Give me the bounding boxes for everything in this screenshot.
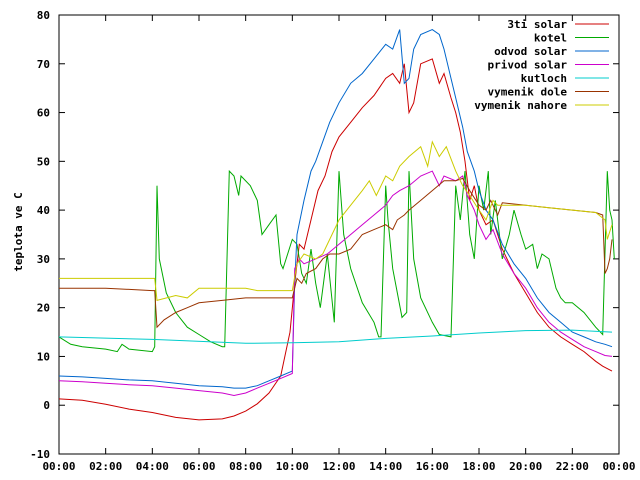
- tick-labels: -10 0 10 20 30 40 50 60 70 80 00:00 02:00 04:00 06:00…: [30, 9, 635, 473]
- y-tick-label: 70: [37, 58, 50, 71]
- x-tick-label: 18:00: [462, 460, 495, 473]
- series-line-3: [58, 170, 613, 397]
- y-tick-label: 0: [43, 399, 50, 412]
- series-line-6: [59, 140, 613, 302]
- x-tick-label: 14:00: [369, 460, 402, 473]
- legend-label: kutloch: [521, 72, 567, 85]
- x-tick-label: 16:00: [416, 460, 449, 473]
- series-line-5: [59, 177, 613, 329]
- series-line-4: [58, 329, 613, 344]
- y-tick-label: 80: [37, 9, 50, 22]
- legend-label: vymenik dole: [488, 86, 568, 99]
- y-tick-label: 50: [37, 155, 50, 168]
- x-tick-label: 06:00: [182, 460, 215, 473]
- series-line-0: [58, 58, 613, 421]
- x-tick-label: 12:00: [322, 460, 355, 473]
- legend-label: vymenik nahore: [474, 99, 567, 112]
- y-tick-label: 20: [37, 302, 50, 315]
- x-tick-label: 00:00: [602, 460, 635, 473]
- y-tick-label: 60: [37, 107, 50, 120]
- x-tick-label: 02:00: [89, 460, 122, 473]
- y-tick-label: 30: [37, 253, 50, 266]
- x-tick-label: 00:00: [42, 460, 75, 473]
- series-line-1: [58, 169, 615, 353]
- x-tick-label: 20:00: [509, 460, 542, 473]
- legend-label: odvod solar: [494, 45, 567, 58]
- y-tick-label: 10: [37, 350, 50, 363]
- y-tick-label: -10: [30, 448, 50, 461]
- legend-label: 3ti solar: [507, 18, 567, 31]
- series-lines: [58, 29, 615, 421]
- legend-label: privod solar: [488, 59, 568, 72]
- series-line-2: [58, 29, 613, 389]
- x-tick-label: 04:00: [136, 460, 169, 473]
- x-tick-label: 10:00: [276, 460, 309, 473]
- y-axis-label: teplota ve C: [12, 192, 25, 271]
- y-tick-label: 40: [37, 204, 50, 217]
- x-tick-label: 22:00: [556, 460, 589, 473]
- x-tick-label: 08:00: [229, 460, 262, 473]
- legend-label: kotel: [534, 32, 567, 45]
